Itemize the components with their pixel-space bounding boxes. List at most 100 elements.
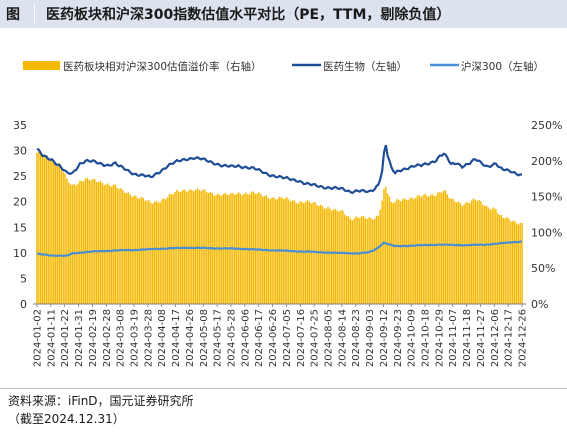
premium-bar [54,164,57,304]
premium-bar [53,161,55,304]
premium-bar [418,195,421,304]
premium-bar [349,218,352,304]
premium-bar [51,159,53,304]
premium-bar [358,218,361,304]
premium-bar [308,201,311,304]
premium-bar [71,184,74,304]
premium-bar [107,183,109,304]
x-tick-label: 2024-08-05 [324,309,335,367]
x-tick-label: 2024-11-18 [462,309,473,367]
premium-bar [69,184,72,304]
right-tick-label: 100% [531,226,562,239]
premium-bar [67,182,70,304]
premium-bar [75,185,77,304]
premium-bar [196,188,199,304]
premium-bar [377,215,380,304]
premium-bar [368,217,370,304]
premium-bar [409,197,411,304]
premium-bar [329,208,331,304]
x-tick-label: 2024-08-14 [337,309,348,367]
premium-bar [511,221,514,304]
x-tick-label: 2024-01-11 [46,309,57,367]
premium-bar [405,199,408,304]
x-tick-label: 2024-12-17 [504,309,515,367]
premium-bar [334,208,337,304]
premium-bar [465,202,467,304]
premium-bar [446,194,449,304]
x-tick-label: 2024-10-18 [421,309,432,367]
premium-bar [480,201,482,304]
premium-bar [332,209,335,304]
premium-bar [392,203,395,304]
premium-bar [455,202,458,304]
premium-bar [388,196,391,304]
plot-area [36,144,523,304]
premium-bar [497,213,499,304]
premium-bar [103,185,105,304]
premium-bar [146,200,148,304]
premium-bar [303,203,305,304]
premium-bar [163,198,165,304]
premium-bar [400,201,402,304]
premium-bar [95,181,98,304]
premium-bar [43,154,46,304]
left-tick-label: 35 [13,119,27,132]
premium-bar [155,200,158,304]
premium-bar [97,182,100,304]
premium-bar [40,153,42,304]
premium-bar [189,189,191,304]
premium-bar [220,195,223,304]
premium-bar [355,216,357,304]
premium-bar [485,205,488,304]
right-tick-label: 0% [531,298,548,311]
premium-bar [381,200,383,304]
premium-bar [362,216,365,304]
premium-bar [459,203,462,304]
title-separator [34,4,35,24]
premium-bar [454,201,456,304]
premium-bar [457,201,460,304]
date-note: （截至2024.12.31） [8,412,125,426]
premium-bar [448,197,450,304]
premium-bar [159,202,161,304]
premium-bar [88,179,90,304]
premium-bar [109,185,111,304]
premium-bar [73,184,76,304]
premium-bar [413,199,415,304]
x-tick-label: 2024-11-27 [476,309,487,367]
premium-bar [495,209,497,304]
x-tick-label: 2024-12-06 [490,309,501,367]
premium-bar [385,186,387,304]
premium-bar [81,181,83,304]
premium-bar [489,209,492,304]
premium-bar [472,198,475,304]
premium-bar [120,187,122,304]
premium-bar [483,205,486,304]
premium-bar [482,204,484,304]
premium-bar [45,155,48,304]
x-tick-label: 2024-09-12 [379,309,390,367]
premium-bar [301,201,303,304]
premium-bar [49,160,51,304]
chart-svg: 医药板块相对沪深300估值溢价率（右轴） 医药生物（左轴） 沪深300（左轴） … [13,60,562,367]
premium-bar [403,198,406,304]
premium-bar [521,222,523,304]
premium-bar [118,189,120,304]
premium-bar [450,198,452,304]
right-tick-label: 250% [531,119,562,132]
premium-bar [401,199,404,304]
premium-bar [166,197,169,304]
x-tick-label: 2024-05-28 [227,309,238,367]
premium-bar [338,211,340,304]
x-tick-label: 2024-01-31 [74,309,85,367]
x-tick-label: 2024-03-19 [130,309,141,367]
premium-bar [504,218,506,304]
premium-bar [123,192,126,304]
x-tick-label: 2024-05-17 [213,309,224,367]
premium-bar [510,221,512,304]
premium-bar [452,198,454,304]
premium-bar [394,201,396,304]
x-tick-label: 2024-01-02 [33,309,44,367]
premium-bar [110,186,113,304]
premium-bar [370,217,372,304]
